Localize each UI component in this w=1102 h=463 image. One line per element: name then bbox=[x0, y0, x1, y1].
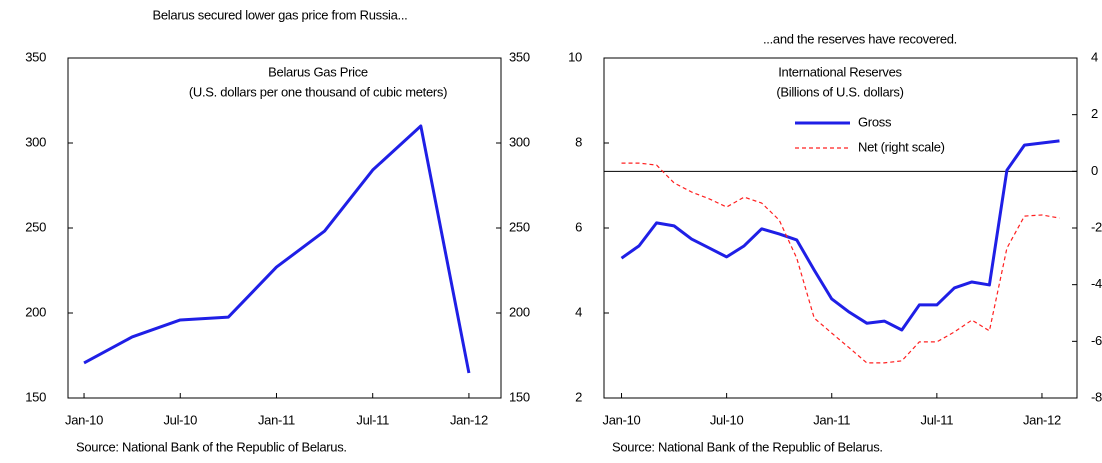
y2-tick-label: -8 bbox=[1091, 389, 1102, 404]
y2-tick-label: 200 bbox=[509, 304, 530, 319]
x-tick-label: Jan-10 bbox=[65, 412, 103, 427]
chart-caption: Belarus secured lower gas price from Rus… bbox=[153, 7, 408, 22]
x-tick-label: Jan-10 bbox=[603, 412, 641, 427]
y-tick-label: 2 bbox=[575, 389, 582, 404]
x-tick-label: Jan-11 bbox=[813, 412, 850, 427]
x-tick-label: Jan-11 bbox=[258, 412, 295, 427]
y-tick-label: 6 bbox=[575, 219, 582, 234]
chart-title: International Reserves bbox=[778, 64, 902, 79]
source-note: Source: National Bank of the Republic of… bbox=[612, 439, 883, 454]
legend-label: Gross bbox=[858, 114, 892, 129]
y2-tick-label: -6 bbox=[1091, 333, 1102, 348]
y-tick-label: 8 bbox=[575, 134, 582, 149]
y-tick-label: 150 bbox=[25, 389, 46, 404]
source-note: Source: National Bank of the Republic of… bbox=[76, 439, 347, 454]
x-tick-label: Jul-10 bbox=[710, 412, 744, 427]
data-line bbox=[83, 124, 471, 374]
y2-tick-label: 150 bbox=[509, 389, 530, 404]
chart-subtitle: (U.S. dollars per one thousand of cubic … bbox=[189, 84, 447, 99]
y2-tick-label: 250 bbox=[509, 219, 530, 234]
x-tick-label: Jan-12 bbox=[450, 412, 488, 427]
y-tick-label: 200 bbox=[25, 304, 46, 319]
chart-caption: ...and the reserves have recovered. bbox=[763, 31, 957, 46]
y-tick-label: 4 bbox=[575, 304, 582, 319]
y2-tick-label: 0 bbox=[1091, 163, 1098, 178]
y2-tick-label: -4 bbox=[1091, 276, 1102, 291]
data-line bbox=[620, 139, 1060, 332]
legend-label: Net (right scale) bbox=[858, 139, 945, 154]
data-line bbox=[621, 162, 1060, 364]
x-tick-label: Jul-10 bbox=[163, 412, 197, 427]
y-tick-label: 300 bbox=[25, 134, 46, 149]
x-tick-label: Jul-11 bbox=[356, 412, 389, 427]
y2-tick-label: -2 bbox=[1091, 219, 1102, 234]
y-tick-label: 250 bbox=[25, 219, 46, 234]
plot-frame bbox=[67, 57, 502, 399]
y2-tick-label: 300 bbox=[509, 134, 530, 149]
x-tick-label: Jan-12 bbox=[1023, 412, 1061, 427]
x-tick-label: Jul-11 bbox=[921, 412, 954, 427]
chart-title: Belarus Gas Price bbox=[268, 64, 368, 79]
y-tick-label: 350 bbox=[25, 49, 46, 64]
chart-subtitle: (Billions of U.S. dollars) bbox=[776, 84, 903, 99]
y2-tick-label: 350 bbox=[509, 49, 530, 64]
y2-tick-label: 4 bbox=[1091, 49, 1098, 64]
y2-tick-label: 2 bbox=[1091, 106, 1098, 121]
y-tick-label: 10 bbox=[568, 49, 582, 64]
